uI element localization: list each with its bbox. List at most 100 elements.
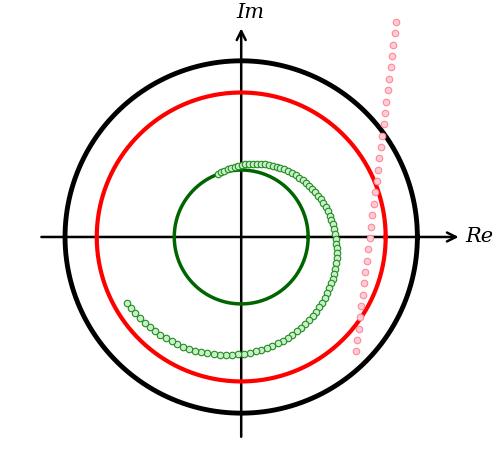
Point bbox=[298, 176, 306, 184]
Point bbox=[314, 192, 322, 199]
Point bbox=[280, 166, 288, 173]
Point bbox=[391, 18, 399, 26]
Point bbox=[197, 349, 205, 356]
Point bbox=[156, 331, 164, 339]
Point bbox=[315, 303, 323, 311]
Point bbox=[375, 155, 383, 162]
Point bbox=[151, 328, 159, 335]
Point bbox=[377, 132, 385, 139]
Point bbox=[386, 64, 394, 71]
Point bbox=[127, 305, 135, 312]
Point bbox=[217, 169, 225, 176]
Point bbox=[276, 164, 284, 171]
Point bbox=[387, 52, 395, 60]
Point bbox=[319, 199, 327, 207]
Point bbox=[311, 188, 319, 196]
Point bbox=[373, 166, 381, 173]
Point bbox=[379, 121, 387, 128]
Point bbox=[203, 350, 211, 357]
Point bbox=[320, 294, 328, 302]
Point bbox=[245, 349, 254, 356]
Point bbox=[241, 161, 249, 168]
Point bbox=[257, 160, 265, 168]
Point bbox=[230, 163, 238, 171]
Point bbox=[215, 351, 223, 358]
Point bbox=[253, 160, 261, 167]
Point bbox=[357, 302, 365, 310]
Point bbox=[136, 315, 144, 322]
Point bbox=[327, 216, 335, 224]
Point bbox=[390, 30, 398, 37]
Point bbox=[361, 268, 369, 276]
Point bbox=[273, 340, 281, 347]
Point bbox=[316, 196, 324, 203]
Point bbox=[376, 143, 384, 151]
Point bbox=[185, 345, 193, 353]
Point bbox=[332, 245, 340, 252]
Point bbox=[318, 299, 326, 306]
Point bbox=[384, 75, 392, 82]
Point bbox=[248, 160, 257, 167]
Point bbox=[328, 275, 336, 282]
Point bbox=[220, 167, 228, 174]
Point bbox=[382, 98, 390, 105]
Point bbox=[364, 246, 372, 253]
Point bbox=[233, 162, 241, 170]
Point bbox=[179, 343, 187, 350]
Point bbox=[272, 163, 280, 171]
Point bbox=[368, 212, 376, 219]
Point bbox=[123, 299, 131, 307]
Point bbox=[297, 324, 305, 331]
Point bbox=[288, 331, 296, 338]
Point bbox=[362, 257, 370, 264]
Point bbox=[140, 319, 148, 327]
Point bbox=[325, 212, 333, 219]
Point bbox=[292, 328, 300, 335]
Point bbox=[330, 226, 338, 233]
Point bbox=[302, 179, 310, 186]
Point bbox=[283, 334, 291, 342]
Point bbox=[325, 285, 333, 292]
Point bbox=[214, 171, 222, 178]
Point bbox=[332, 255, 340, 262]
Point bbox=[305, 182, 313, 190]
Point bbox=[308, 312, 316, 320]
Point bbox=[161, 335, 169, 342]
Point bbox=[223, 165, 231, 173]
Point bbox=[371, 189, 379, 196]
Point bbox=[268, 162, 276, 170]
Point bbox=[301, 320, 309, 328]
Point bbox=[332, 240, 340, 247]
Point bbox=[330, 270, 338, 277]
Point bbox=[331, 230, 339, 238]
Point bbox=[291, 171, 299, 179]
Point bbox=[359, 280, 367, 287]
Point bbox=[131, 310, 139, 317]
Point bbox=[257, 346, 265, 354]
Point bbox=[331, 260, 339, 267]
Point bbox=[327, 280, 335, 287]
Point bbox=[312, 308, 320, 315]
Point bbox=[323, 207, 331, 215]
Point bbox=[328, 221, 336, 228]
Point bbox=[321, 204, 329, 211]
Point bbox=[191, 347, 199, 354]
Point bbox=[221, 351, 229, 359]
Point bbox=[295, 174, 303, 181]
Point bbox=[167, 338, 175, 345]
Point bbox=[351, 348, 359, 355]
Point bbox=[251, 348, 259, 355]
Point bbox=[383, 87, 391, 94]
Point bbox=[264, 161, 272, 169]
Point bbox=[369, 200, 377, 207]
Point bbox=[233, 351, 241, 358]
Point bbox=[305, 316, 313, 324]
Point bbox=[209, 350, 217, 358]
Point bbox=[261, 160, 269, 168]
Point bbox=[389, 41, 397, 48]
Point bbox=[239, 350, 247, 357]
Text: Im: Im bbox=[235, 3, 264, 22]
Point bbox=[288, 169, 296, 177]
Point bbox=[331, 235, 339, 242]
Point bbox=[355, 314, 363, 321]
